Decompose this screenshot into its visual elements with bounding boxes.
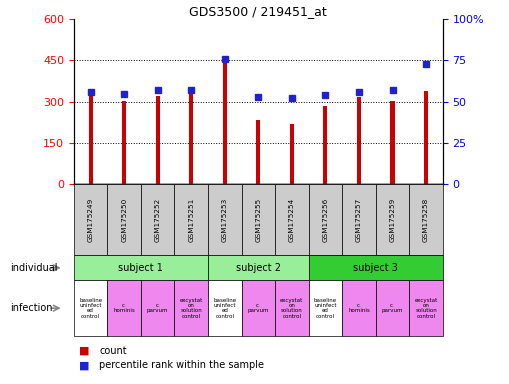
Bar [323, 106, 327, 184]
Text: baseline
uninfect
ed
control: baseline uninfect ed control [213, 298, 236, 319]
Text: GSM175250: GSM175250 [121, 198, 127, 242]
Text: excystat
on
solution
control: excystat on solution control [180, 298, 203, 319]
Text: individual: individual [10, 263, 58, 273]
Text: GSM175249: GSM175249 [88, 198, 94, 242]
Text: c.
hominis: c. hominis [113, 303, 135, 313]
Text: excystat
on
solution
control: excystat on solution control [280, 298, 303, 319]
Bar [223, 61, 227, 184]
Text: GSM175255: GSM175255 [256, 198, 261, 242]
Text: GSM175256: GSM175256 [322, 198, 328, 242]
Text: GSM175254: GSM175254 [289, 198, 295, 242]
Text: ■: ■ [79, 346, 90, 356]
Text: GSM175252: GSM175252 [155, 198, 161, 242]
Text: percentile rank within the sample: percentile rank within the sample [99, 360, 264, 370]
Text: GSM175253: GSM175253 [222, 198, 228, 242]
Text: subject 2: subject 2 [236, 263, 281, 273]
Text: GSM175251: GSM175251 [188, 198, 194, 242]
Bar [357, 97, 361, 184]
Bar [156, 96, 160, 184]
Bar [424, 91, 428, 184]
Bar [390, 101, 394, 184]
Text: GSM175258: GSM175258 [423, 198, 429, 242]
Title: GDS3500 / 219451_at: GDS3500 / 219451_at [189, 5, 327, 18]
Bar [122, 101, 126, 184]
Text: GSM175259: GSM175259 [389, 198, 395, 242]
Text: count: count [99, 346, 127, 356]
Bar [89, 94, 93, 184]
Text: baseline
uninfect
ed
control: baseline uninfect ed control [314, 298, 337, 319]
Text: ■: ■ [79, 360, 90, 370]
Text: c.
parvum: c. parvum [247, 303, 269, 313]
Text: c.
hominis: c. hominis [348, 303, 370, 313]
Text: infection: infection [10, 303, 52, 313]
Bar [257, 121, 260, 184]
Text: GSM175257: GSM175257 [356, 198, 362, 242]
Text: c.
parvum: c. parvum [382, 303, 403, 313]
Bar [189, 94, 193, 184]
Bar [290, 124, 294, 184]
Text: baseline
uninfect
ed
control: baseline uninfect ed control [79, 298, 102, 319]
Text: c.
parvum: c. parvum [147, 303, 168, 313]
Text: subject 1: subject 1 [119, 263, 163, 273]
Text: subject 3: subject 3 [353, 263, 398, 273]
Text: excystat
on
solution
control: excystat on solution control [414, 298, 438, 319]
